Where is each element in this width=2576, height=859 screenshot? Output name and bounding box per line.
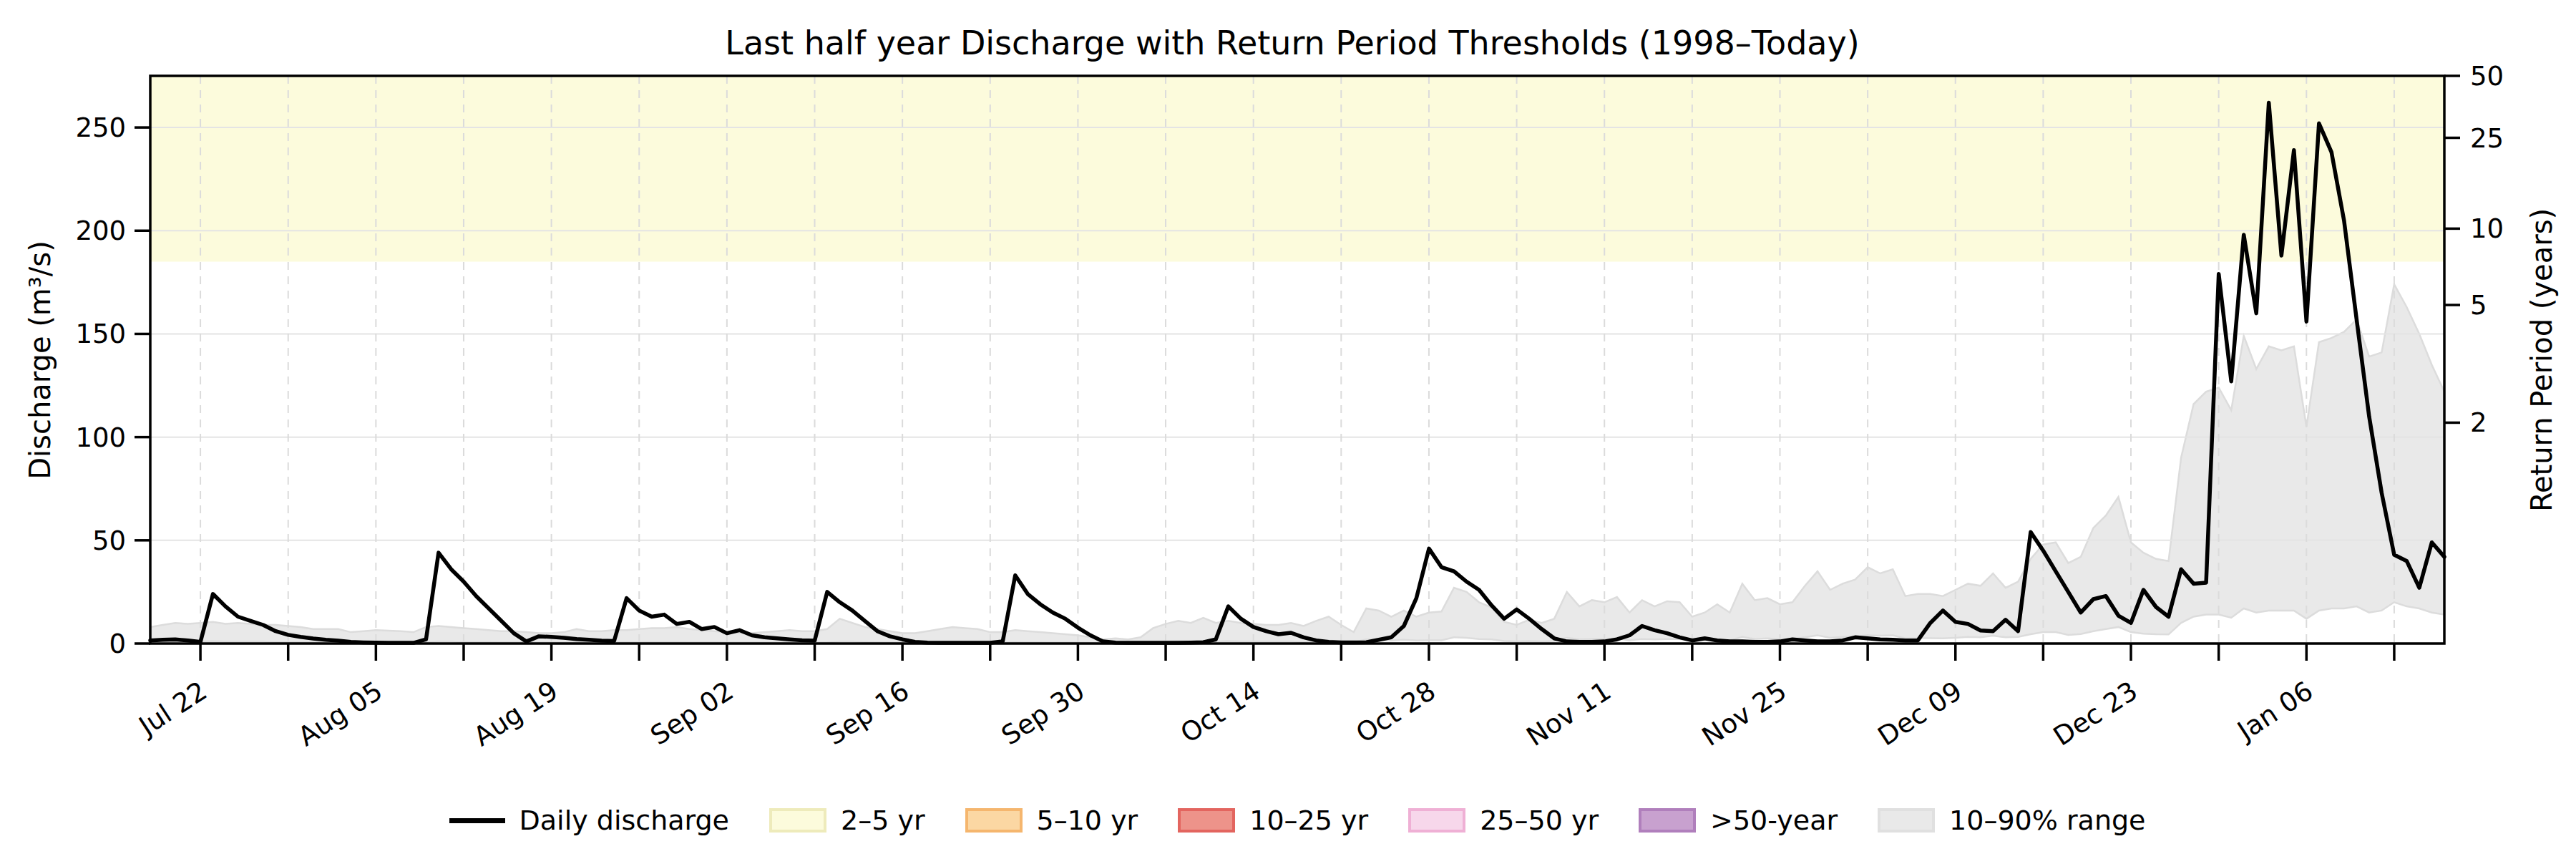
x-tick-label: Oct 14 (1175, 675, 1265, 749)
x-tick-label: Sep 30 (996, 675, 1090, 751)
x-tick-label: Sep 02 (645, 675, 739, 751)
y-tick-label: 0 (109, 629, 126, 659)
legend-label: 25–50 yr (1480, 805, 1599, 836)
legend-item-5-10yr: 5–10 yr (965, 805, 1138, 836)
return-period-tick-label: 25 (2470, 123, 2504, 154)
percentile-range-band (150, 284, 2444, 643)
legend-label: 2–5 yr (841, 805, 925, 836)
x-tick-label: Nov 11 (1521, 675, 1616, 752)
legend-label: 5–10 yr (1037, 805, 1138, 836)
y-tick-label: 150 (75, 319, 126, 349)
patch-swatch-icon (965, 808, 1023, 833)
legend-label: 10–90% range (1949, 805, 2145, 836)
x-tick-label: Aug 05 (293, 675, 388, 752)
chart-legend: Daily discharge 2–5 yr 5–10 yr 10–25 yr … (150, 786, 2444, 855)
y-axis-label-right: Return Period (years) (2525, 208, 2558, 512)
legend-item-daily-discharge: Daily discharge (449, 805, 729, 836)
x-tick-label: Aug 19 (468, 675, 563, 752)
x-tick-label: Dec 23 (2048, 675, 2143, 752)
return-period-tick-label: 50 (2470, 61, 2504, 92)
legend-label: Daily discharge (519, 805, 729, 836)
return-period-tick-label: 10 (2470, 213, 2504, 244)
patch-swatch-icon (769, 808, 826, 833)
y-tick-label: 200 (75, 215, 126, 246)
y-axis-label-left: Discharge (m³/s) (24, 241, 57, 480)
legend-item-25-50yr: 25–50 yr (1408, 805, 1599, 836)
chart-canvas: 05010015020025025102550Jul 22Aug 05Aug 1… (0, 0, 2576, 859)
y-tick-label: 50 (92, 525, 126, 556)
line-swatch-icon (449, 818, 505, 823)
threshold-band-layer (150, 76, 2444, 262)
discharge-chart: 05010015020025025102550Jul 22Aug 05Aug 1… (0, 0, 2576, 859)
patch-swatch-icon (1408, 808, 1465, 833)
legend-item-10-25yr: 10–25 yr (1178, 805, 1368, 836)
x-tick-label: Dec 09 (1873, 675, 1968, 752)
patch-swatch-icon (1178, 808, 1235, 833)
x-tick-label: Jan 06 (2231, 675, 2318, 747)
x-tick-label: Jul 22 (132, 675, 213, 742)
legend-item-gt50yr: >50-year (1639, 805, 1838, 836)
patch-swatch-icon (1878, 808, 1935, 833)
y-tick-label: 250 (75, 112, 126, 143)
legend-label: >50-year (1710, 805, 1838, 836)
x-tick-label: Sep 16 (821, 675, 914, 751)
x-tick-label: Nov 25 (1697, 675, 1792, 752)
patch-swatch-icon (1639, 808, 1696, 833)
return-period-tick-label: 5 (2470, 290, 2487, 321)
legend-item-10-90-range: 10–90% range (1878, 805, 2145, 836)
return-period-tick-label: 2 (2470, 407, 2487, 438)
legend-item-2-5yr: 2–5 yr (769, 805, 925, 836)
legend-label: 10–25 yr (1249, 805, 1368, 836)
y-tick-label: 100 (75, 422, 126, 453)
x-tick-label: Oct 28 (1350, 675, 1440, 749)
chart-title: Last half year Discharge with Return Per… (725, 24, 1859, 62)
